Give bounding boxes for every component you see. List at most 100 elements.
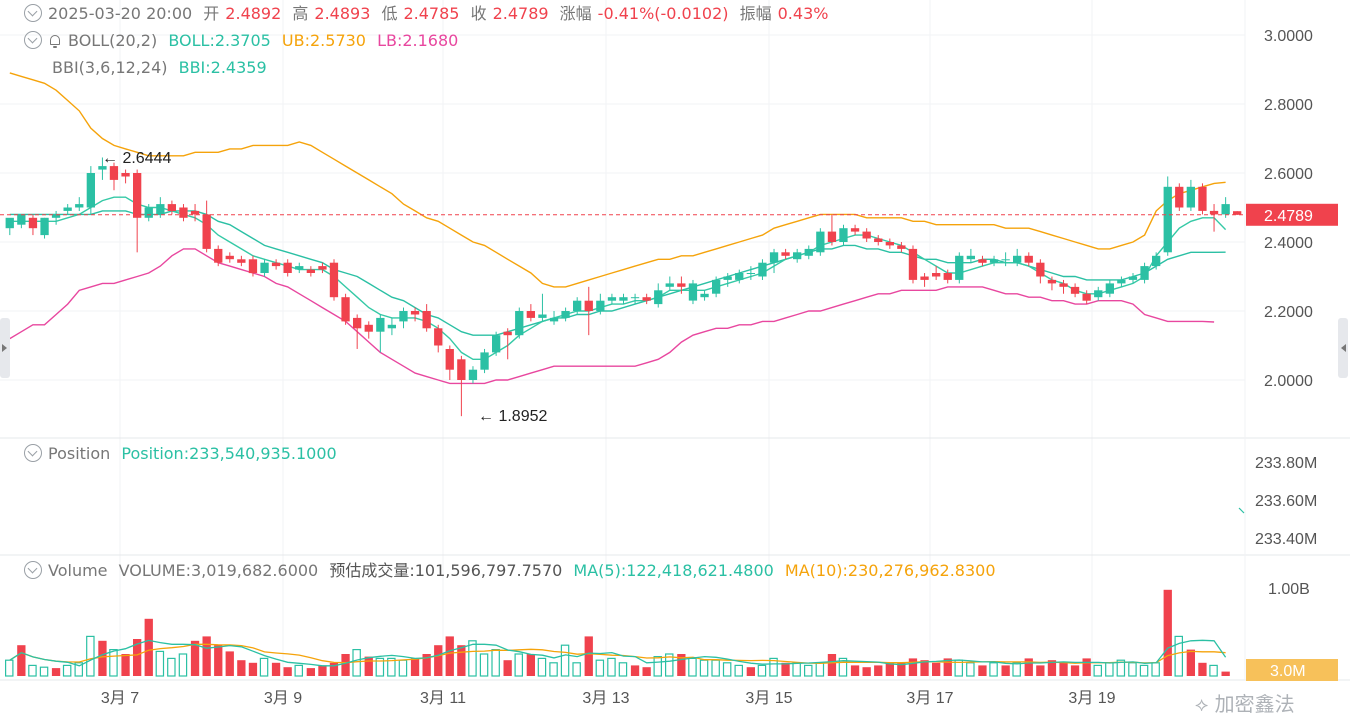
candle-body [1128, 276, 1138, 280]
volume-bar [664, 653, 674, 677]
candle-body [781, 252, 790, 256]
candle-body [515, 311, 524, 336]
price-axis-label: 3.0000 [1264, 28, 1313, 45]
volume-bar [1128, 662, 1137, 677]
candle-body [955, 255, 964, 280]
volume-bar [1012, 662, 1021, 677]
collapse-toggle-icon[interactable] [24, 444, 42, 462]
volume-bar [1024, 658, 1033, 676]
volume-bar [341, 654, 350, 676]
date-axis-label: 3月 19 [1068, 690, 1115, 707]
scroll-right-handle[interactable] [1338, 318, 1348, 378]
candle-body [1209, 210, 1219, 215]
bbi-name: BBI(3,6,12,24) [52, 58, 168, 77]
volume-bar [734, 664, 743, 677]
high-label: 高 [292, 4, 309, 23]
volume-bar [792, 662, 801, 677]
watermark-text: 加密鑫法 [1214, 692, 1295, 716]
low-price-marker: ← 1.8952 [478, 408, 547, 425]
volume-bar [1036, 665, 1045, 676]
volume-bar [1151, 662, 1160, 677]
volume-bar [526, 654, 535, 676]
candle-body [295, 266, 304, 270]
volume-bar [318, 665, 327, 676]
collapse-toggle-icon[interactable] [24, 4, 42, 22]
volume-bar [271, 662, 281, 676]
volume-ma10-line [9, 643, 1226, 664]
candle-body [341, 297, 350, 322]
volume-bar [1093, 664, 1102, 677]
volume-bar [329, 662, 339, 676]
volume-bar [1163, 589, 1172, 676]
candle-body [457, 359, 466, 380]
collapse-toggle-icon[interactable] [24, 31, 42, 49]
volume-bar [803, 664, 813, 677]
candle-body [735, 273, 744, 280]
change-label: 涨幅 [559, 4, 592, 23]
amplitude-value: 0.43% [777, 4, 829, 23]
volume-bar [642, 667, 651, 676]
last-price-tag-text: 2.4789 [1264, 208, 1313, 225]
volume-bar [688, 657, 697, 677]
candle-body [445, 349, 454, 370]
volume-bar [503, 660, 512, 676]
candle-body [156, 204, 165, 215]
volume-bar [283, 667, 292, 676]
last-price-tag [1246, 203, 1338, 226]
last-price-line: 2.4789 [0, 203, 1338, 226]
candle-body [920, 276, 929, 280]
candle-body [202, 214, 211, 249]
volume-bar [352, 648, 361, 677]
volume-bar [653, 655, 662, 677]
volume-bar [457, 645, 466, 676]
candle-body [353, 317, 362, 329]
scroll-left-handle[interactable] [0, 318, 10, 378]
bell-icon[interactable] [48, 34, 62, 48]
candle-body [1024, 255, 1033, 263]
volume-bar [237, 660, 246, 676]
candle-body [526, 311, 535, 318]
candle-body [399, 311, 408, 322]
candle-body [989, 259, 999, 263]
candle-body [793, 252, 802, 260]
volume-name: Volume [48, 561, 108, 580]
volume-bar [769, 657, 778, 677]
volume-bar [248, 662, 258, 676]
open-label: 开 [203, 4, 220, 23]
candle-body [5, 217, 14, 229]
volume-bar [932, 662, 941, 676]
candle-body [387, 324, 396, 329]
volume-bar [850, 665, 860, 676]
position-name: Position [48, 444, 111, 463]
boll-name: BOLL(20,2) [68, 31, 158, 50]
volume-ma-lines: 3.0M [9, 639, 1338, 681]
candle-body [503, 331, 512, 336]
volume-bar [862, 667, 871, 676]
watermark: ⟡ 加密鑫法 [1195, 688, 1295, 717]
volume-bar [722, 662, 732, 677]
volume-bar [1221, 671, 1230, 676]
last-volume-tag-text: 3.0M [1270, 663, 1306, 680]
candle-body [28, 217, 38, 229]
collapse-toggle-icon[interactable] [24, 561, 42, 579]
candle-body [723, 276, 732, 280]
volume-bar [479, 653, 489, 677]
volume-bar [897, 662, 906, 676]
candle-body [237, 259, 246, 263]
volume-bar [39, 666, 49, 677]
low-value: 2.4785 [403, 4, 460, 23]
candle-body [1036, 262, 1045, 277]
candle-body [214, 248, 223, 263]
candle-body [758, 262, 767, 277]
volume-bar [190, 640, 200, 676]
candle-body [1140, 266, 1149, 280]
candle-body [318, 266, 327, 270]
date-axis-label: 3月 7 [101, 690, 139, 707]
close-value: 2.4789 [492, 4, 549, 23]
open-value: 2.4892 [225, 4, 282, 23]
volume-bar [966, 662, 975, 677]
candle-body [422, 311, 431, 329]
volume-bar [757, 664, 767, 677]
candle-body [1186, 186, 1195, 208]
